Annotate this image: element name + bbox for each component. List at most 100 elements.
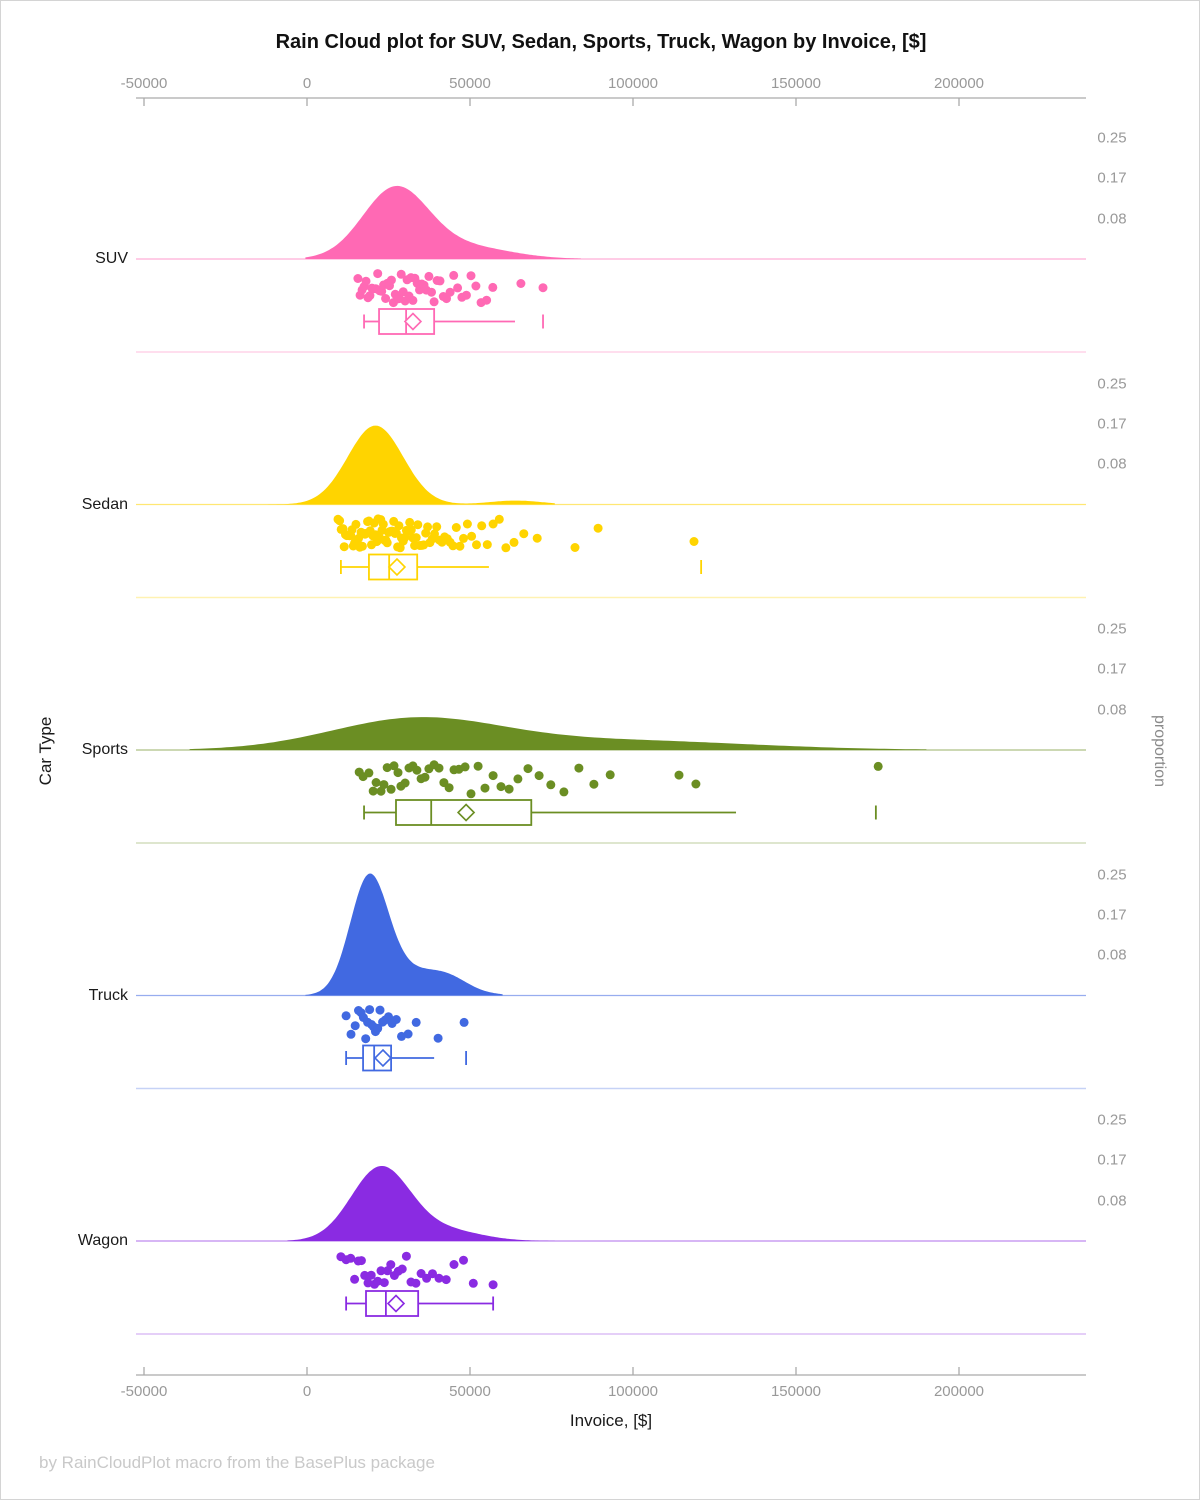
rain-point bbox=[488, 519, 498, 529]
density-cloud-sedan bbox=[263, 425, 555, 505]
rain-point bbox=[466, 271, 476, 281]
chart-title: Rain Cloud plot for SUV, Sedan, Sports, … bbox=[275, 31, 927, 53]
proportion-tick-label: 0.08 bbox=[1097, 701, 1127, 719]
rain-point bbox=[488, 771, 498, 781]
density-cloud-wagon bbox=[287, 1166, 555, 1241]
rain-point bbox=[477, 521, 487, 531]
rain-point bbox=[346, 1029, 356, 1039]
bottom-x-tick-label: 150000 bbox=[770, 1383, 822, 1400]
rain-point bbox=[394, 521, 404, 531]
rain-point bbox=[373, 1023, 383, 1033]
rain-point bbox=[429, 297, 439, 307]
rain-point bbox=[570, 543, 580, 552]
rain-point bbox=[509, 537, 519, 547]
rain-point bbox=[384, 1012, 393, 1022]
rain-point bbox=[395, 543, 405, 553]
rain-point bbox=[459, 1017, 469, 1027]
rain-points-sports bbox=[354, 760, 883, 799]
bottom-x-tick-label: 50000 bbox=[449, 1383, 491, 1400]
rain-point bbox=[459, 1255, 468, 1265]
rain-point bbox=[401, 1251, 411, 1261]
rain-point bbox=[411, 1278, 421, 1288]
proportion-tick-label: 0.25 bbox=[1097, 375, 1127, 392]
rain-point bbox=[445, 287, 455, 297]
rain-point bbox=[412, 765, 422, 775]
rain-point bbox=[482, 295, 492, 305]
rain-point bbox=[351, 519, 361, 529]
rain-point bbox=[451, 523, 461, 532]
category-label-suv: SUV bbox=[95, 250, 128, 267]
rain-point bbox=[519, 529, 529, 539]
rain-point bbox=[379, 1278, 389, 1288]
rain-point bbox=[397, 1264, 407, 1274]
rain-point bbox=[482, 540, 492, 550]
rain-point bbox=[593, 523, 603, 533]
rain-point bbox=[559, 787, 569, 797]
rain-point bbox=[364, 768, 374, 778]
rain-point bbox=[353, 274, 363, 283]
rain-point bbox=[430, 529, 439, 539]
rain-point bbox=[378, 519, 388, 529]
top-x-tick-label: 50000 bbox=[449, 75, 491, 92]
rain-point bbox=[435, 276, 445, 286]
rain-point bbox=[361, 276, 371, 286]
top-x-tick-label: 100000 bbox=[607, 75, 659, 92]
rain-point bbox=[434, 1273, 444, 1283]
rain-point bbox=[386, 275, 396, 285]
rain-point bbox=[424, 271, 434, 281]
category-label-truck: Truck bbox=[88, 986, 128, 1004]
rain-point bbox=[357, 541, 367, 551]
rain-point bbox=[473, 761, 483, 771]
rain-point bbox=[365, 1005, 375, 1015]
proportion-tick-label: 0.17 bbox=[1097, 415, 1127, 433]
rain-point bbox=[396, 269, 406, 279]
top-x-tick-label: 150000 bbox=[770, 75, 822, 92]
rain-point bbox=[366, 1270, 376, 1280]
rain-point bbox=[488, 282, 498, 292]
proportion-tick-label: 0.17 bbox=[1097, 906, 1127, 924]
rain-point bbox=[523, 764, 533, 774]
rain-points-wagon bbox=[336, 1251, 498, 1290]
box-rect bbox=[368, 553, 419, 581]
rain-point bbox=[691, 779, 701, 789]
rain-point bbox=[466, 789, 476, 799]
rain-point bbox=[339, 542, 349, 552]
rain-point bbox=[386, 1260, 396, 1270]
rain-point bbox=[405, 517, 415, 527]
rain-point bbox=[574, 763, 584, 773]
top-x-tick-label: 0 bbox=[302, 75, 312, 92]
rain-point bbox=[513, 774, 523, 784]
rain-point bbox=[449, 270, 459, 280]
rain-point bbox=[379, 780, 389, 790]
rain-point bbox=[605, 770, 615, 780]
rain-point bbox=[455, 541, 465, 551]
rain-point bbox=[471, 281, 481, 291]
rain-point bbox=[472, 540, 481, 550]
top-x-tick-label: 200000 bbox=[933, 75, 985, 92]
rain-point bbox=[368, 786, 378, 796]
bottom-x-tick-label: 200000 bbox=[933, 1383, 985, 1400]
density-cloud-truck bbox=[305, 873, 503, 996]
rain-point bbox=[411, 1017, 421, 1027]
rain-point bbox=[432, 522, 442, 532]
rain-point bbox=[350, 1021, 360, 1031]
bottom-x-tick-label: -50000 bbox=[120, 1383, 168, 1400]
rain-point bbox=[365, 291, 375, 301]
rain-point bbox=[459, 533, 468, 543]
rain-point bbox=[427, 287, 436, 297]
rain-point bbox=[448, 541, 458, 551]
proportion-tick-label: 0.25 bbox=[1097, 620, 1127, 638]
rain-point bbox=[460, 762, 470, 772]
category-label-sports: Sports bbox=[81, 741, 128, 758]
x-axis-title: Invoice, [$] bbox=[569, 1411, 653, 1430]
rain-point bbox=[403, 1029, 413, 1039]
rain-point bbox=[423, 522, 433, 532]
rain-point bbox=[468, 1278, 478, 1288]
rain-point bbox=[428, 1269, 437, 1279]
proportion-tick-label: 0.25 bbox=[1097, 129, 1127, 147]
category-label-sedan: Sedan bbox=[81, 495, 128, 513]
rain-point bbox=[400, 778, 410, 788]
rain-point bbox=[589, 779, 599, 789]
proportion-tick-label: 0.17 bbox=[1097, 1151, 1127, 1169]
rain-point bbox=[504, 784, 514, 794]
